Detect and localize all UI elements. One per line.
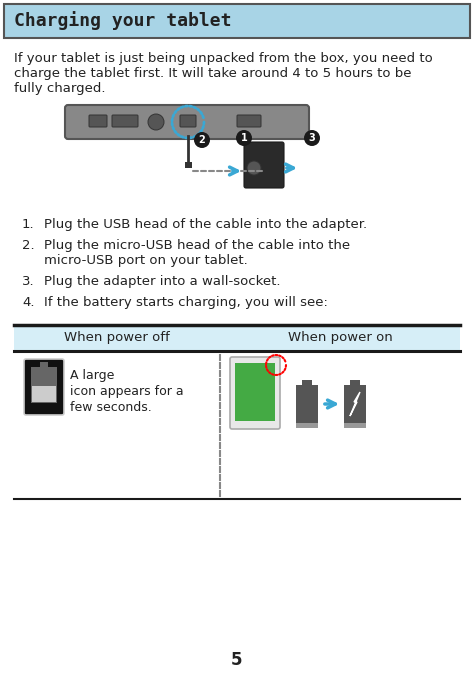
Text: 1: 1 (241, 133, 247, 143)
Bar (344, 423, 366, 428)
Circle shape (148, 114, 164, 130)
Bar (344, 385, 366, 423)
Circle shape (194, 132, 210, 148)
Text: 2: 2 (199, 135, 205, 145)
Text: few seconds.: few seconds. (70, 401, 152, 414)
Text: micro-USB port on your tablet.: micro-USB port on your tablet. (44, 254, 248, 267)
Text: icon appears for a: icon appears for a (70, 385, 183, 398)
FancyBboxPatch shape (180, 115, 196, 127)
Bar (296, 385, 318, 423)
Text: 3.: 3. (22, 275, 35, 288)
Circle shape (236, 130, 252, 146)
FancyBboxPatch shape (237, 115, 261, 127)
Text: 1.: 1. (22, 218, 35, 231)
Bar (31, 367, 57, 403)
Circle shape (247, 161, 261, 175)
FancyBboxPatch shape (112, 115, 138, 127)
Circle shape (304, 130, 320, 146)
Text: fully charged.: fully charged. (14, 82, 106, 95)
Text: 5: 5 (231, 651, 243, 669)
Text: 4.: 4. (22, 296, 35, 309)
Text: charge the tablet first. It will take around 4 to 5 hours to be: charge the tablet first. It will take ar… (14, 67, 411, 80)
FancyBboxPatch shape (244, 142, 284, 188)
Text: 3: 3 (309, 133, 315, 143)
Bar (235, 363, 275, 421)
Text: When power off: When power off (64, 331, 170, 345)
Bar (296, 423, 318, 428)
FancyBboxPatch shape (89, 115, 107, 127)
Bar (40, 362, 48, 367)
Text: 2.: 2. (22, 239, 35, 252)
FancyBboxPatch shape (230, 357, 280, 429)
Bar (350, 380, 360, 385)
Text: Plug the USB head of the cable into the adapter.: Plug the USB head of the cable into the … (44, 218, 367, 231)
Bar (32, 386, 56, 402)
Bar (14, 325, 460, 351)
Text: Plug the adapter into a wall-socket.: Plug the adapter into a wall-socket. (44, 275, 281, 288)
Bar (185, 162, 192, 168)
Text: If the battery starts charging, you will see:: If the battery starts charging, you will… (44, 296, 328, 309)
Text: When power on: When power on (288, 331, 392, 345)
Bar (4, 4, 470, 38)
Text: Plug the micro-USB head of the cable into the: Plug the micro-USB head of the cable int… (44, 239, 350, 252)
Polygon shape (350, 392, 360, 416)
Text: If your tablet is just being unpacked from the box, you need to: If your tablet is just being unpacked fr… (14, 52, 433, 65)
FancyBboxPatch shape (24, 359, 64, 415)
Bar (302, 380, 312, 385)
FancyBboxPatch shape (65, 105, 309, 139)
Text: A large: A large (70, 369, 114, 382)
Text: Charging your tablet: Charging your tablet (14, 11, 231, 30)
